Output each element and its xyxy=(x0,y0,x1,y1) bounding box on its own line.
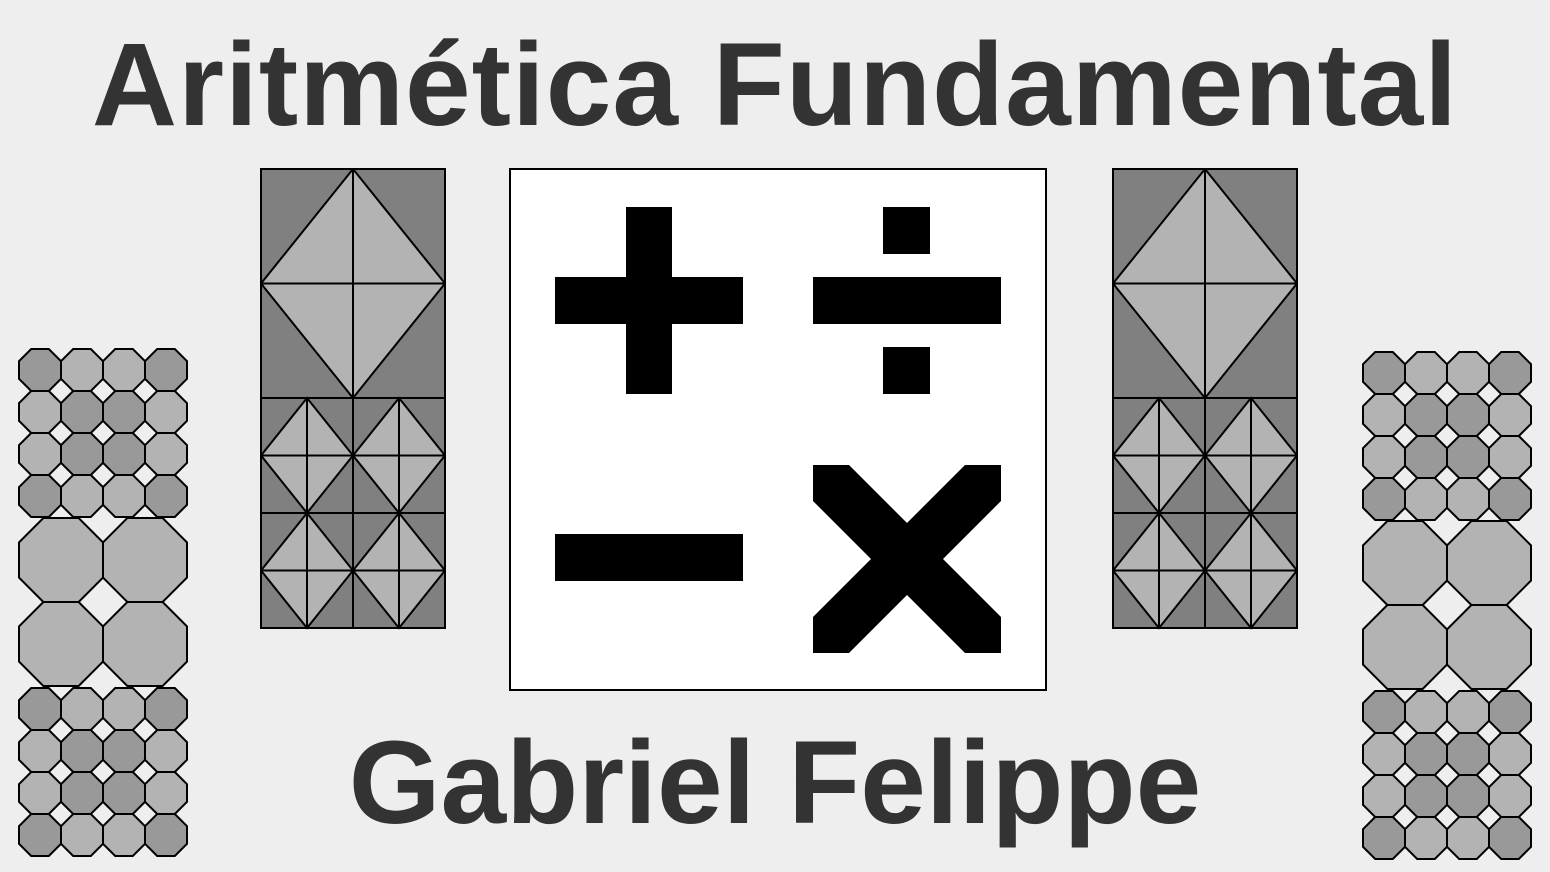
right-diamond-pattern xyxy=(1112,168,1298,630)
arithmetic-symbols-panel xyxy=(509,168,1047,691)
octagon-tile xyxy=(1362,816,1406,860)
octagon-tile xyxy=(1488,435,1532,479)
octagon-tile xyxy=(144,432,188,476)
octagon-tile xyxy=(1488,393,1532,437)
left-octagon-pattern xyxy=(18,348,188,857)
octagon-tile xyxy=(18,517,104,603)
octagon-tile xyxy=(144,390,188,434)
diamond-tile xyxy=(1203,511,1298,630)
plus-icon xyxy=(555,207,743,394)
author-name: Gabriel Felippe xyxy=(348,717,1202,849)
octagon-tile xyxy=(144,474,188,518)
octagon-tile xyxy=(102,813,146,857)
octagon-tile xyxy=(102,348,146,392)
right-octagon-pattern xyxy=(1362,351,1532,860)
octagon-tile xyxy=(1362,477,1406,521)
diamond-tile xyxy=(351,511,446,630)
octagon-tile xyxy=(1362,604,1448,690)
diamond-tile xyxy=(1112,511,1207,630)
octagon-tile xyxy=(102,432,146,476)
octagon-tile xyxy=(1404,393,1448,437)
diamond-tile xyxy=(260,396,355,515)
octagon-tile xyxy=(1362,435,1406,479)
diamond-tile xyxy=(1112,168,1298,400)
octagon-tile xyxy=(60,474,104,518)
octagon-tile xyxy=(60,432,104,476)
divide-icon xyxy=(813,207,1001,394)
left-diamond-pattern xyxy=(260,168,446,630)
octagon-tile xyxy=(144,813,188,857)
minus-icon xyxy=(555,534,743,581)
diamond-tile xyxy=(260,511,355,630)
diamond-tile xyxy=(1203,396,1298,515)
octagon-tile xyxy=(1446,435,1490,479)
diamond-tile xyxy=(351,396,446,515)
octagon-tile xyxy=(102,601,188,687)
octagon-tile xyxy=(1488,351,1532,395)
diamond-tile xyxy=(1112,396,1207,515)
octagon-tile xyxy=(1446,351,1490,395)
octagon-tile xyxy=(1404,435,1448,479)
octagon-tile xyxy=(102,474,146,518)
octagon-tile xyxy=(18,432,62,476)
octagon-tile xyxy=(1362,520,1448,606)
octagon-tile xyxy=(18,474,62,518)
octagon-tile xyxy=(1404,351,1448,395)
octagon-tile xyxy=(1446,477,1490,521)
octagon-tile xyxy=(1404,816,1448,860)
octagon-tile xyxy=(1362,393,1406,437)
multiply-icon xyxy=(813,465,1001,653)
octagon-tile xyxy=(1362,351,1406,395)
octagon-tile xyxy=(1446,393,1490,437)
octagon-tile xyxy=(1446,816,1490,860)
octagon-tile xyxy=(60,390,104,434)
octagon-tile xyxy=(1488,816,1532,860)
octagon-tile xyxy=(144,348,188,392)
diamond-tile xyxy=(260,168,446,400)
octagon-tile xyxy=(102,390,146,434)
page-title: Aritmética Fundamental xyxy=(91,19,1459,151)
octagon-tile xyxy=(18,813,62,857)
octagon-tile xyxy=(1404,477,1448,521)
octagon-tile xyxy=(60,813,104,857)
octagon-tile xyxy=(18,348,62,392)
octagon-tile xyxy=(18,601,104,687)
octagon-tile xyxy=(1488,477,1532,521)
octagon-tile xyxy=(1446,604,1532,690)
octagon-tile xyxy=(60,348,104,392)
octagon-tile xyxy=(1446,520,1532,606)
octagon-tile xyxy=(102,517,188,603)
octagon-tile xyxy=(18,390,62,434)
